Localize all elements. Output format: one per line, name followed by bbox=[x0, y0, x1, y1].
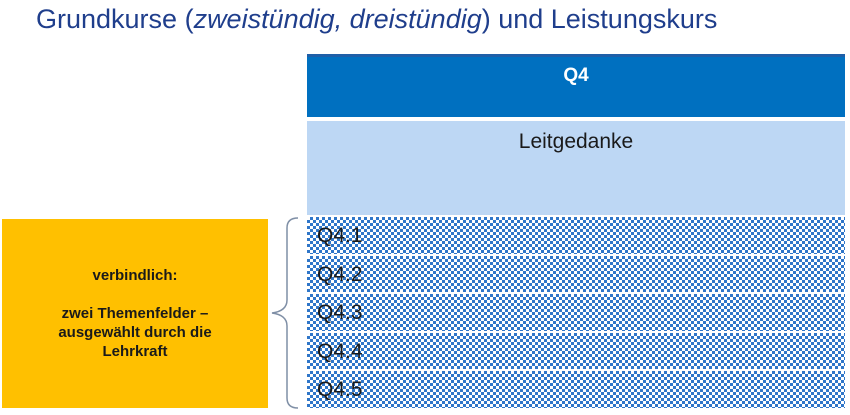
title-suffix: ) und Leistungskurs bbox=[481, 4, 718, 34]
title-prefix: Grundkurse ( bbox=[36, 4, 194, 34]
themenfeld-label: Q4.2 bbox=[317, 262, 363, 286]
themenfeld-list: Q4.1 Q4.2 Q4.3 Q4.4 Q4.5 bbox=[307, 217, 845, 410]
themenfeld-label: Q4.4 bbox=[317, 339, 363, 363]
themenfeld-label: Q4.1 bbox=[317, 224, 363, 247]
note-line: zwei Themenfelder – bbox=[61, 305, 209, 322]
note-line: ausgewählt durch die bbox=[58, 324, 212, 341]
title-italic: zweistündig, dreistündig bbox=[193, 4, 482, 34]
themenfeld-q4-1: Q4.1 bbox=[307, 217, 845, 254]
q4-header: Q4 bbox=[307, 54, 845, 117]
page-title: Grundkurse (zweistündig, dreistündig) un… bbox=[36, 4, 717, 35]
themenfeld-q4-3: Q4.3 bbox=[307, 294, 845, 331]
verbindlich-note: verbindlich: zwei Themenfelder – ausgewä… bbox=[2, 219, 268, 408]
curly-brace-icon bbox=[271, 217, 299, 409]
note-heading: verbindlich: bbox=[92, 267, 178, 284]
themenfeld-q4-5: Q4.5 bbox=[307, 371, 845, 408]
themenfeld-q4-4: Q4.4 bbox=[307, 332, 845, 369]
note-line: Lehrkraft bbox=[102, 343, 168, 360]
themenfeld-q4-2: Q4.2 bbox=[307, 255, 845, 292]
themenfeld-label: Q4.3 bbox=[317, 301, 363, 324]
themenfeld-label: Q4.5 bbox=[317, 378, 363, 401]
leitgedanke-box: Leitgedanke bbox=[307, 121, 845, 215]
